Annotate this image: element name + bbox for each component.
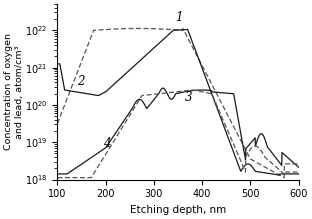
- X-axis label: Etching depth, nm: Etching depth, nm: [130, 205, 226, 215]
- Text: 2: 2: [76, 75, 84, 88]
- Text: 4: 4: [103, 137, 111, 150]
- Text: 1: 1: [175, 11, 183, 24]
- Y-axis label: Concentration of oxygen
and lead, atom/cm³: Concentration of oxygen and lead, atom/c…: [4, 33, 24, 150]
- Text: 3: 3: [185, 91, 193, 104]
